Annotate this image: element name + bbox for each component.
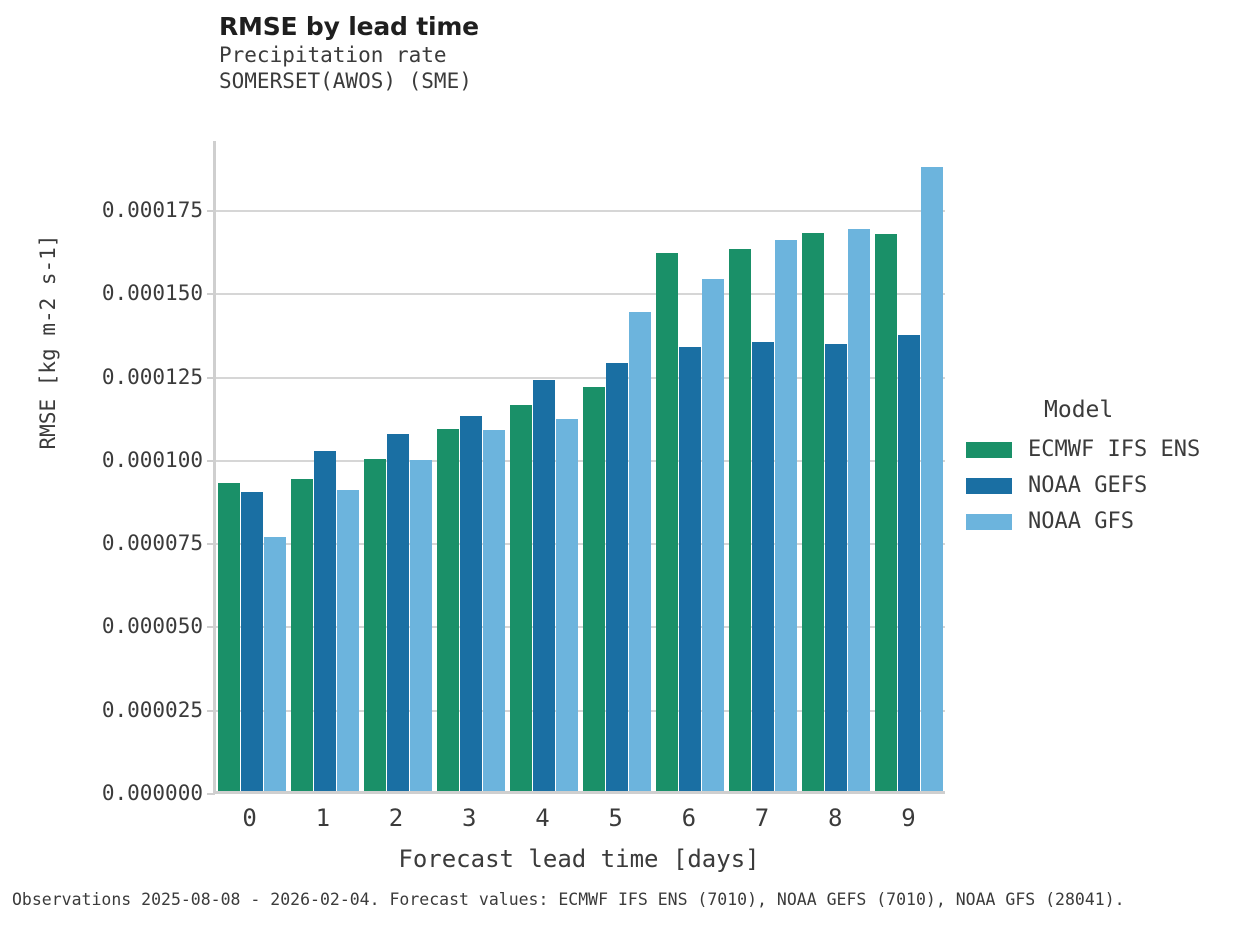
x-axis-tick-label: 9: [901, 804, 916, 832]
bar[interactable]: [801, 232, 824, 791]
legend: Model ECMWF IFS ENS NOAA GEFS NOAA GFS: [966, 396, 1236, 540]
legend-swatch-icon: [966, 442, 1012, 458]
y-axis-tick-label: 0.000050: [101, 614, 203, 639]
x-axis-tick-label: 6: [681, 804, 697, 832]
plot-inner: [207, 141, 945, 795]
gridline: [216, 209, 945, 212]
plot-area: [207, 141, 945, 795]
bar[interactable]: [628, 311, 651, 791]
bar[interactable]: [337, 490, 360, 791]
bar[interactable]: [824, 343, 847, 791]
bar[interactable]: [510, 404, 533, 791]
legend-title: Model: [1044, 397, 1114, 423]
bar-group: [581, 141, 654, 791]
x-axis-tick-label: 4: [535, 804, 550, 832]
y-axis-tick-label: 0.000000: [101, 781, 203, 805]
gridline: [216, 626, 945, 629]
bar-group: [216, 141, 289, 791]
gridline: [216, 543, 945, 546]
y-axis-tick-label: 0.000025: [101, 697, 203, 722]
bar[interactable]: [437, 428, 460, 791]
bar-group: [435, 141, 508, 791]
x-axis-tick-label: 2: [388, 804, 404, 832]
x-axis-label: Forecast lead time [days]: [398, 845, 760, 873]
legend-items: ECMWF IFS ENS NOAA GEFS NOAA GFS: [966, 432, 1236, 540]
title-block: RMSE by lead time Precipitation rate SOM…: [219, 12, 939, 94]
legend-swatch-icon: [966, 478, 1012, 494]
chart-subtitle-variable: Precipitation rate: [219, 43, 447, 67]
bar[interactable]: [751, 341, 774, 791]
y-axis-tick: [207, 376, 215, 379]
x-axis-tick-label: 8: [828, 804, 843, 832]
legend-item[interactable]: NOAA GEFS: [966, 468, 1236, 504]
bar[interactable]: [483, 429, 506, 791]
y-axis-tick-label: 0.000125: [101, 364, 203, 389]
y-axis-tick-label: 0.000175: [101, 197, 203, 222]
gridline: [216, 376, 945, 379]
gridline: [216, 459, 945, 462]
legend-item[interactable]: ECMWF IFS ENS: [966, 432, 1236, 468]
bar[interactable]: [605, 363, 628, 791]
x-axis-tick-labels: 0 1 2 3 4 5 6 7 8 9: [213, 803, 945, 837]
bar[interactable]: [264, 537, 287, 791]
y-axis-tick: [207, 293, 215, 296]
bar[interactable]: [582, 386, 605, 791]
bar[interactable]: [678, 347, 701, 791]
bar[interactable]: [847, 228, 870, 791]
bar[interactable]: [556, 418, 579, 791]
gridline: [216, 709, 945, 712]
bar[interactable]: [218, 483, 241, 791]
x-axis-tick-label: 5: [608, 804, 623, 832]
y-axis-tick: [207, 459, 215, 462]
bar[interactable]: [774, 239, 797, 791]
bar[interactable]: [241, 492, 264, 791]
bar[interactable]: [314, 451, 337, 791]
bar[interactable]: [874, 233, 897, 791]
bar[interactable]: [291, 479, 314, 791]
footer-note: Observations 2025-08-08 - 2026-02-04. Fo…: [12, 890, 1125, 909]
bar[interactable]: [897, 334, 920, 791]
y-axis-tick: [207, 543, 215, 546]
bar-group: [872, 141, 945, 791]
legend-swatch-icon: [966, 514, 1012, 530]
bar[interactable]: [410, 460, 433, 791]
x-axis-tick-label: 7: [754, 804, 770, 832]
legend-item-label: NOAA GEFS: [1028, 473, 1148, 498]
y-axis-tick-label: 0.000150: [101, 281, 203, 306]
legend-item-label: NOAA GFS: [1028, 509, 1134, 534]
bar[interactable]: [364, 459, 387, 791]
bar[interactable]: [701, 279, 724, 791]
y-axis-tick: [207, 793, 215, 795]
gridline: [216, 293, 945, 296]
bar[interactable]: [387, 433, 410, 791]
bar[interactable]: [655, 253, 678, 791]
legend-item-label: ECMWF IFS ENS: [1028, 437, 1201, 462]
bar[interactable]: [728, 249, 751, 791]
y-axis-tick-label: 0.000075: [101, 531, 203, 556]
y-axis-tick: [207, 709, 215, 712]
y-axis-tick: [207, 209, 215, 212]
bar[interactable]: [460, 415, 483, 791]
bar-groups: [216, 141, 945, 791]
legend-item[interactable]: NOAA GFS: [966, 504, 1236, 540]
bar-group: [289, 141, 362, 791]
page-title: RMSE by lead time: [219, 12, 479, 41]
x-axis-tick-label: 0: [242, 804, 257, 832]
bar-group: [653, 141, 726, 791]
chart-subtitle-station: SOMERSET(AWOS) (SME): [219, 69, 472, 93]
x-axis-tick-label: 3: [461, 804, 477, 832]
bar[interactable]: [533, 380, 556, 791]
y-axis-tick-label: 0.000100: [101, 447, 203, 472]
y-axis-tick: [207, 626, 215, 629]
bar-group: [508, 141, 581, 791]
x-axis-tick-label: 1: [315, 804, 331, 832]
bar-group: [726, 141, 799, 791]
bar[interactable]: [920, 167, 943, 791]
y-axis-tick-labels: 0.000000 0.000025 0.000050 0.000075 0.000100…: [0, 141, 203, 803]
bar-group: [362, 141, 435, 791]
bar-group: [799, 141, 872, 791]
